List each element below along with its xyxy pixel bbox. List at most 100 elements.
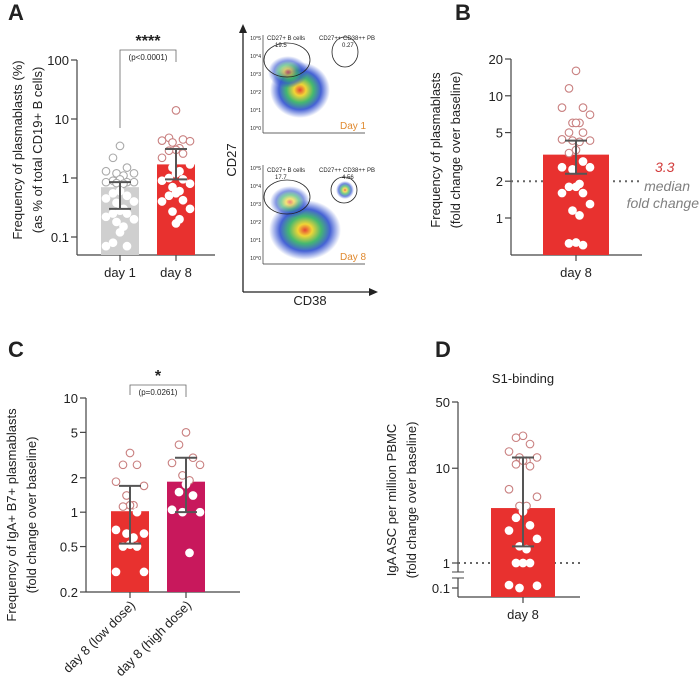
- p-value: (p=0.0261): [139, 388, 178, 397]
- arrow-right-icon: [369, 288, 378, 296]
- data-point: [557, 188, 567, 198]
- flow-tick-label: 10^2: [250, 220, 261, 226]
- data-point: [164, 191, 174, 201]
- median-label: median: [644, 178, 690, 194]
- data-point: [578, 128, 588, 137]
- data-point: [585, 136, 595, 145]
- data-point: [111, 477, 121, 487]
- y-tick-label: 0.1: [51, 230, 69, 245]
- data-point: [578, 240, 588, 250]
- flow-tick-label: 10^2: [250, 90, 261, 96]
- data-point: [157, 197, 167, 206]
- data-point: [112, 217, 121, 227]
- y-tick-label: 5: [496, 126, 503, 141]
- chart-a: 100 10 1 0.1 Frequency of plasmablasts (%) (a…: [10, 33, 215, 280]
- data-point: [511, 558, 521, 568]
- data-point: [195, 507, 205, 517]
- y-tick-label: 10: [436, 461, 450, 476]
- data-point: [557, 135, 567, 144]
- flow-tick-label: 10^5: [250, 166, 261, 172]
- data-point: [571, 66, 581, 76]
- panel-label-c: C: [8, 337, 24, 362]
- data-point: [564, 239, 574, 248]
- gate-plasmablasts: [331, 36, 359, 68]
- data-point: [515, 583, 524, 593]
- flow-plot-day8: 10^5 10^4 10^3 10^2 10^1 10^0 CD27+ B ce…: [250, 165, 375, 265]
- flow-tick-label: 10^4: [250, 184, 261, 190]
- data-point: [578, 188, 588, 198]
- data-point: [178, 135, 188, 144]
- data-point: [101, 166, 111, 176]
- flow-plot-day1: 10^5 10^4 10^3 10^2 10^1 10^0 CD27+ B ce…: [250, 35, 375, 134]
- data-point: [125, 448, 135, 458]
- data-point: [532, 581, 542, 591]
- y-axis-label: IgA ASC per million PBMC: [384, 424, 399, 576]
- data-point: [525, 461, 535, 471]
- y-tick-label: 10: [489, 89, 503, 104]
- data-point: [115, 141, 125, 151]
- flow-tick-label: 10^0: [250, 126, 261, 132]
- data-point: [564, 128, 574, 137]
- data-point: [511, 513, 521, 523]
- data-point: [129, 168, 139, 178]
- data-point: [122, 163, 132, 172]
- panel-label-b: B: [455, 0, 471, 25]
- median-value: 3.3: [655, 159, 675, 175]
- data-point: [157, 153, 167, 163]
- data-point: [101, 177, 111, 187]
- data-point: [171, 106, 181, 115]
- data-point: [122, 191, 132, 201]
- data-point: [108, 209, 118, 218]
- data-point: [178, 149, 188, 158]
- data-point: [168, 207, 177, 216]
- data-point: [108, 238, 118, 248]
- data-point: [181, 428, 191, 437]
- x-tick-label: day 8: [160, 265, 192, 280]
- data-point: [129, 177, 139, 187]
- axis-break: [452, 572, 464, 578]
- y-tick-label: 0.1: [432, 581, 450, 596]
- y-tick-label: 0.5: [60, 540, 78, 555]
- data-point: [195, 460, 205, 470]
- data-point: [518, 431, 528, 441]
- day-label: Day 1: [340, 121, 367, 132]
- data-point: [168, 138, 177, 147]
- data-point: [174, 440, 184, 450]
- y-tick-label: 100: [47, 53, 69, 68]
- y-tick-label: 10: [55, 112, 69, 127]
- data-point: [111, 567, 121, 577]
- data-point: [167, 458, 177, 468]
- data-point: [139, 567, 149, 577]
- data-point: [111, 525, 121, 535]
- flow-tick-label: 10^3: [250, 202, 261, 208]
- data-point: [525, 558, 535, 568]
- data-point: [118, 502, 128, 511]
- significance-stars: *: [155, 368, 162, 385]
- significance-bracket: [129, 384, 187, 397]
- significance-bracket: [119, 49, 177, 128]
- flow-cytometry: CD27 CD38 10^5 10^4 10^3 10^2 10^1 10^0 …: [224, 24, 378, 308]
- y-axis-label: Frequency of plasmablasts: [428, 72, 443, 228]
- y-tick-label: 2: [71, 471, 78, 486]
- panel-label-d: D: [435, 337, 451, 362]
- data-point: [174, 487, 184, 497]
- data-point: [118, 460, 128, 470]
- data-point: [564, 84, 574, 93]
- gate-plasmablasts: [330, 176, 358, 204]
- y-axis-label: Frequency of plasmablasts (%): [10, 60, 25, 239]
- data-point: [504, 526, 514, 535]
- data-point: [157, 136, 167, 145]
- data-point: [185, 204, 195, 214]
- fold-change-label: fold change: [627, 195, 700, 211]
- data-point: [575, 211, 584, 220]
- data-point: [525, 439, 535, 449]
- flow-tick-label: 10^3: [250, 72, 261, 78]
- data-point: [101, 212, 111, 222]
- x-tick-label: day 8: [507, 607, 539, 622]
- gate2-label: CD27++ CD38++ PB: [319, 36, 375, 42]
- data-point: [167, 505, 177, 515]
- y-axis-label: Frequency of IgA+ B7+ plasmablasts: [4, 408, 19, 622]
- data-point: [578, 157, 588, 166]
- data-point: [101, 241, 111, 251]
- gate1-value: 17.7: [275, 175, 287, 181]
